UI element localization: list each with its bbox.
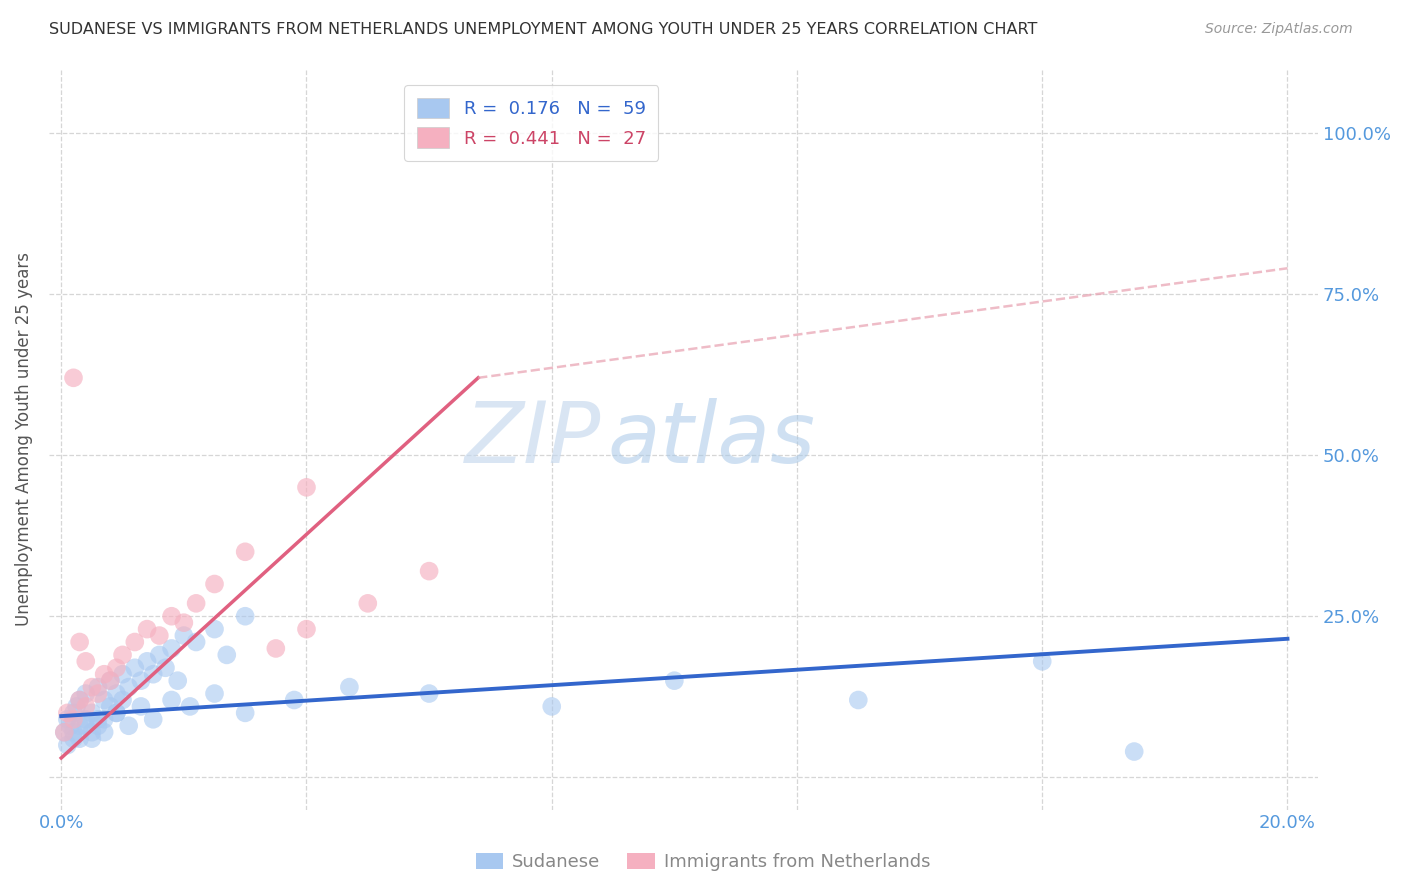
Point (124, 635, 146, 649)
Point (98, 673, 121, 688)
Point (136, 654, 159, 668)
Point (93, 693, 115, 707)
Point (166, 673, 188, 688)
Point (87, 687, 110, 701)
Point (215, 648, 238, 662)
Point (233, 706, 256, 720)
Point (184, 635, 207, 649)
Point (664, 673, 686, 688)
Point (111, 648, 134, 662)
Point (98, 699, 121, 714)
Point (160, 693, 183, 707)
Point (111, 667, 134, 681)
Legend: R =  0.176   N =  59, R =  0.441   N =  27: R = 0.176 N = 59, R = 0.441 N = 27 (404, 85, 658, 161)
Point (233, 545, 256, 559)
Point (283, 693, 305, 707)
Point (105, 706, 128, 720)
Point (357, 596, 380, 610)
Point (173, 629, 195, 643)
Point (75, 712, 97, 726)
Point (69, 719, 91, 733)
Point (118, 719, 141, 733)
Point (179, 699, 201, 714)
Y-axis label: Unemployment Among Youth under 25 years: Unemployment Among Youth under 25 years (15, 252, 32, 626)
Point (53, 725, 76, 739)
Point (418, 564, 440, 578)
Point (56, 738, 79, 752)
Point (69, 731, 91, 746)
Point (111, 693, 134, 707)
Point (136, 622, 159, 636)
Point (148, 648, 170, 662)
Point (1031, 654, 1053, 668)
Point (105, 661, 128, 675)
Point (295, 480, 318, 494)
Point (295, 622, 318, 636)
Point (142, 712, 165, 726)
Text: ZIP: ZIP (465, 398, 600, 481)
Text: Source: ZipAtlas.com: Source: ZipAtlas.com (1205, 22, 1353, 37)
Point (93, 712, 115, 726)
Point (118, 680, 141, 694)
Text: atlas: atlas (607, 398, 815, 481)
Point (204, 687, 226, 701)
Point (87, 712, 110, 726)
Point (233, 609, 256, 624)
Point (62, 706, 84, 720)
Point (124, 661, 146, 675)
Point (339, 680, 361, 694)
Point (264, 641, 287, 656)
Point (75, 687, 97, 701)
Point (56, 706, 79, 720)
Point (80, 706, 103, 720)
Point (69, 693, 91, 707)
Point (62, 712, 84, 726)
Point (65, 699, 87, 714)
Point (155, 661, 177, 675)
Point (1123, 745, 1146, 759)
Point (75, 719, 97, 733)
Point (62, 731, 84, 746)
Point (62, 371, 84, 385)
Point (87, 680, 110, 694)
Point (129, 673, 152, 688)
Point (173, 615, 195, 630)
Point (87, 719, 110, 733)
Point (204, 622, 226, 636)
Text: SUDANESE VS IMMIGRANTS FROM NETHERLANDS UNEMPLOYMENT AMONG YOUTH UNDER 25 YEARS : SUDANESE VS IMMIGRANTS FROM NETHERLANDS … (49, 22, 1038, 37)
Point (98, 673, 121, 688)
Point (62, 725, 84, 739)
Point (160, 641, 183, 656)
Point (846, 693, 869, 707)
Legend: Sudanese, Immigrants from Netherlands: Sudanese, Immigrants from Netherlands (468, 846, 938, 879)
Point (204, 577, 226, 591)
Point (75, 654, 97, 668)
Point (93, 667, 115, 681)
Point (75, 699, 97, 714)
Point (160, 609, 183, 624)
Point (69, 693, 91, 707)
Point (93, 725, 115, 739)
Point (129, 699, 152, 714)
Point (59, 719, 82, 733)
Point (80, 731, 103, 746)
Point (80, 680, 103, 694)
Point (148, 629, 170, 643)
Point (418, 687, 440, 701)
Point (69, 635, 91, 649)
Point (56, 712, 79, 726)
Point (184, 596, 207, 610)
Point (142, 667, 165, 681)
Point (105, 687, 128, 701)
Point (53, 725, 76, 739)
Point (80, 725, 103, 739)
Point (540, 699, 562, 714)
Point (105, 706, 128, 720)
